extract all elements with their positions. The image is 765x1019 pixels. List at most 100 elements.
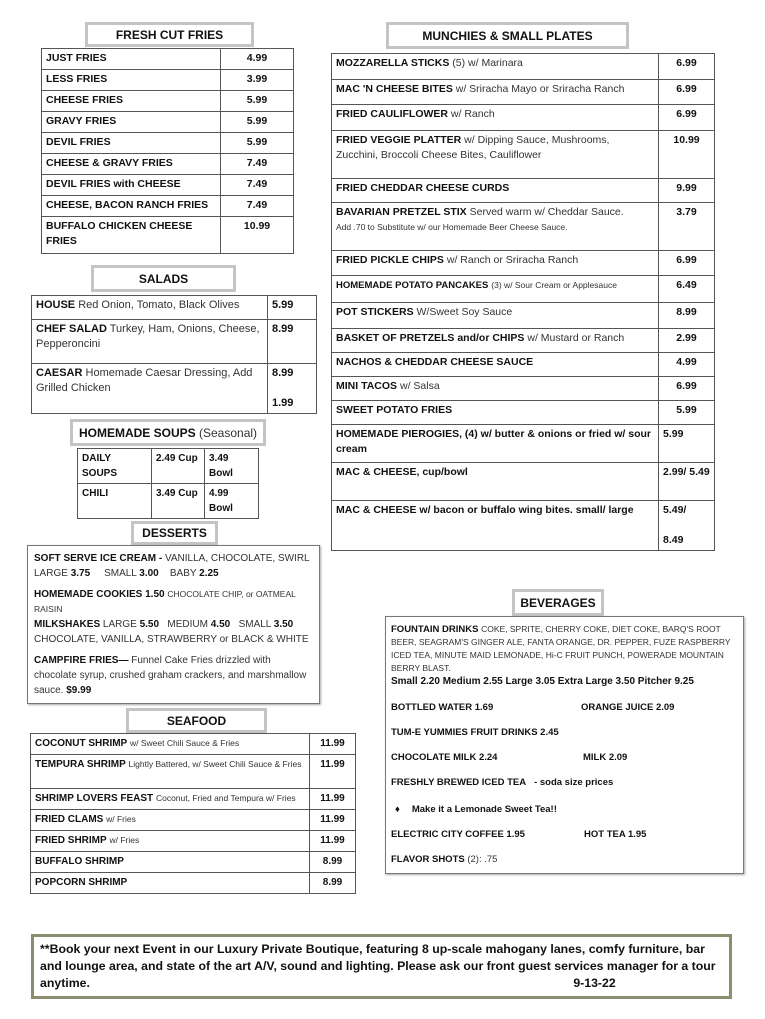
tume: TUM-E YUMMIES FRUIT DRINKS 2.45 <box>391 727 559 738</box>
table-row: SHRIMP LOVERS FEAST Coconut, Fried and T… <box>30 788 356 810</box>
table-row: CHILI 3.49 Cup 4.99 Bowl <box>77 483 259 519</box>
item-price: 6.99 <box>658 53 715 80</box>
soups-header: HOMEMADE SOUPS (Seasonal) <box>70 419 266 446</box>
item-price: 8.99 <box>267 319 317 364</box>
bowl-price: 4.99 Bowl <box>204 483 259 519</box>
beverages-header: BEVERAGES <box>512 589 604 616</box>
right-column: MUNCHIES & SMALL PLATES MOZZARELLA STICK… <box>331 0 744 874</box>
item-name: BUFFALO SHRIMP <box>30 851 310 873</box>
table-row: FRIED SHRIMP w/ Fries 11.99 <box>30 830 356 852</box>
item-price: 7.49 <box>220 153 294 175</box>
item-name: POT STICKERS W/Sweet Soy Sauce <box>331 302 659 329</box>
item-name: CAESAR Homemade Caesar Dressing, Add Gri… <box>31 363 268 414</box>
item-name: BASKET OF PRETZELS and/or CHIPS w/ Musta… <box>331 328 659 353</box>
menu-columns: FRESH CUT FRIES JUST FRIES 4.99 LESS FRIES… <box>27 0 744 894</box>
item-price: 8.99 <box>309 872 356 894</box>
soft-serve: SOFT SERVE ICE CREAM - VANILLA, CHOCOLAT… <box>34 553 310 579</box>
table-row: POPCORN SHRIMP 8.99 <box>30 872 356 894</box>
item-name: JUST FRIES <box>41 48 221 70</box>
bullet-icon: ♦ <box>395 804 400 815</box>
item-name: MAC & CHEESE w/ bacon or buffalo wing bi… <box>331 500 659 551</box>
item-price: 5.99 <box>220 90 294 112</box>
table-row: BUFFALO CHICKEN CHEESE FRIES 10.99 <box>41 216 294 254</box>
fries-table: JUST FRIES 4.99 LESS FRIES 3.99 CHEESE FRIES… <box>41 48 294 254</box>
beverages-box: FOUNTAIN DRINKS COKE, SPRITE, CHERRY COK… <box>385 616 744 874</box>
item-price: 7.49 <box>220 174 294 196</box>
item-name: CHEESE, BACON RANCH FRIES <box>41 195 221 217</box>
soups-title: HOMEMADE SOUPS <box>78 425 196 440</box>
item-price: 5.99 <box>220 111 294 133</box>
item-name: HOMEMADE PIEROGIES, (4) w/ butter & onio… <box>331 424 659 463</box>
milkshakes: MILKSHAKES LARGE 5.50 MEDIUM 4.50 SMALL … <box>34 619 309 645</box>
item-name: FRIED CLAMS w/ Fries <box>30 809 310 831</box>
munchies-header: MUNCHIES & SMALL PLATES <box>386 22 629 49</box>
table-row: CAESAR Homemade Caesar Dressing, Add Gri… <box>31 363 317 414</box>
item-price: 2.99/ 5.49 <box>658 462 715 501</box>
table-row: DEVIL FRIES with CHEESE 7.49 <box>41 174 294 196</box>
item-price: 5.99 <box>658 424 715 463</box>
table-row: DAILY SOUPS 2.49 Cup 3.49 Bowl <box>77 448 259 484</box>
item-name: SWEET POTATO FRIES <box>331 400 659 425</box>
cup-price: 2.49 Cup <box>151 448 205 484</box>
table-row: FRIED VEGGIE PLATTER w/ Dipping Sauce, M… <box>331 130 715 179</box>
fountain-drinks: FOUNTAIN DRINKS COKE, SPRITE, CHERRY COK… <box>391 624 731 687</box>
table-row: TEMPURA SHRIMP Lightly Battered, w/ Swee… <box>30 754 356 789</box>
item-price: 2.99 <box>658 328 715 353</box>
item-price: 4.99 <box>658 352 715 377</box>
item-name: FRIED PICKLE CHIPS w/ Ranch or Sriracha … <box>331 250 659 276</box>
footer-date: 9-13-22 <box>573 976 616 990</box>
fries-header: FRESH CUT FRIES <box>85 22 254 47</box>
item-price: 6.99 <box>658 79 715 105</box>
table-row: GRAVY FRIES 5.99 <box>41 111 294 133</box>
desserts-header: DESSERTS <box>131 521 218 545</box>
item-price: 8.99 <box>658 302 715 329</box>
soup-name: CHILI <box>77 483 152 519</box>
item-price: 3.79 <box>658 202 715 251</box>
item-name: HOMEMADE POTATO PANCAKES (3) w/ Sour Cre… <box>331 275 659 303</box>
coffee-row: ELECTRIC CITY COFFEE 1.95 HOT TEA 1.95 <box>391 829 647 840</box>
item-price: 9.99 <box>658 178 715 203</box>
table-row: CHEF SALAD Turkey, Ham, Onions, Cheese, … <box>31 319 317 364</box>
item-name: MINI TACOS w/ Salsa <box>331 376 659 401</box>
table-row: DEVIL FRIES 5.99 <box>41 132 294 154</box>
table-row: POT STICKERS W/Sweet Soy Sauce 8.99 <box>331 302 715 329</box>
item-name: MAC 'N CHEESE BITES w/ Sriracha Mayo or … <box>331 79 659 105</box>
table-row: MAC 'N CHEESE BITES w/ Sriracha Mayo or … <box>331 79 715 105</box>
item-name: CHEF SALAD Turkey, Ham, Onions, Cheese, … <box>31 319 268 364</box>
table-row: FRIED CLAMS w/ Fries 11.99 <box>30 809 356 831</box>
footer-text: **Book your next Event in our Luxury Pri… <box>40 942 716 990</box>
item-name: FRIED VEGGIE PLATTER w/ Dipping Sauce, M… <box>331 130 659 179</box>
item-price: 5.99 <box>267 295 317 320</box>
item-name: CHEESE FRIES <box>41 90 221 112</box>
item-price: 10.99 <box>658 130 715 179</box>
table-row: JUST FRIES 4.99 <box>41 48 294 70</box>
item-price: 6.99 <box>658 250 715 276</box>
item-price: 5.49/8.49 <box>658 500 715 551</box>
table-row: CHEESE & GRAVY FRIES 7.49 <box>41 153 294 175</box>
table-row: BUFFALO SHRIMP 8.99 <box>30 851 356 873</box>
left-column: FRESH CUT FRIES JUST FRIES 4.99 LESS FRIES… <box>27 0 356 894</box>
item-price: 11.99 <box>309 754 356 789</box>
table-row: FRIED CHEDDAR CHEESE CURDS 9.99 <box>331 178 715 203</box>
item-name: SHRIMP LOVERS FEAST Coconut, Fried and T… <box>30 788 310 810</box>
soups-subtitle: (Seasonal) <box>199 425 258 440</box>
item-name: BAVARIAN PRETZEL STIX Served warm w/ Che… <box>331 202 659 251</box>
item-name: GRAVY FRIES <box>41 111 221 133</box>
item-price: 8.99 1.99 <box>267 363 317 414</box>
cup-price: 3.49 Cup <box>151 483 205 519</box>
table-row: NACHOS & CHEDDAR CHEESE SAUCE 4.99 <box>331 352 715 377</box>
table-row: BASKET OF PRETZELS and/or CHIPS w/ Musta… <box>331 328 715 353</box>
flavor-shots: FLAVOR SHOTS (2): .75 <box>391 854 498 865</box>
item-price: 3.99 <box>220 69 294 91</box>
cookies: HOMEMADE COOKIES 1.50 CHOCOLATE CHIP, or… <box>34 589 296 614</box>
event-footer: **Book your next Event in our Luxury Pri… <box>31 934 732 999</box>
table-row: HOMEMADE POTATO PANCAKES (3) w/ Sour Cre… <box>331 275 715 303</box>
table-row: COCONUT SHRIMP w/ Sweet Chili Sauce & Fr… <box>30 733 356 755</box>
item-price: 5.99 <box>220 132 294 154</box>
item-name: HOUSE Red Onion, Tomato, Black Olives <box>31 295 268 320</box>
table-row: MAC & CHEESE w/ bacon or buffalo wing bi… <box>331 500 715 551</box>
item-name: FRIED CHEDDAR CHEESE CURDS <box>331 178 659 203</box>
item-name: BUFFALO CHICKEN CHEESE FRIES <box>41 216 221 254</box>
table-row: FRIED CAULIFLOWER w/ Ranch 6.99 <box>331 104 715 131</box>
